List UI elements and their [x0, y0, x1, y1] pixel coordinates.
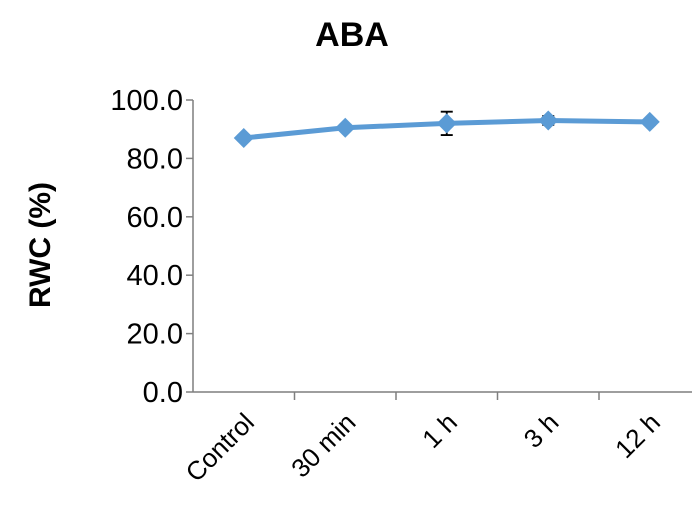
data-point-marker — [538, 110, 559, 131]
data-point-marker — [335, 117, 356, 138]
data-series — [233, 110, 660, 148]
y-axis-label: RWC (%) — [24, 182, 57, 308]
x-tick-label: Control — [180, 407, 260, 487]
x-tick-label: 12 h — [609, 407, 666, 464]
y-tick-label: 40.0 — [127, 260, 183, 292]
y-tick-label: 60.0 — [127, 202, 183, 234]
x-tick-label: 3 h — [518, 407, 565, 454]
axis-ticks: 0.0 20.0 40.0 60.0 80.0 100.0 Control 30 min 1 h… — [110, 85, 666, 488]
y-tick-label: 20.0 — [127, 319, 183, 351]
y-tick-label: 80.0 — [127, 143, 183, 175]
y-tick-label: 0.0 — [143, 377, 183, 409]
chart-title: ABA — [315, 16, 389, 54]
data-point-marker — [436, 113, 457, 134]
x-tick-label: 1 h — [416, 407, 463, 454]
x-tick-label: 30 min — [285, 407, 361, 483]
data-point-marker — [233, 127, 254, 148]
data-point-marker — [639, 111, 660, 132]
y-tick-label: 100.0 — [110, 85, 183, 117]
